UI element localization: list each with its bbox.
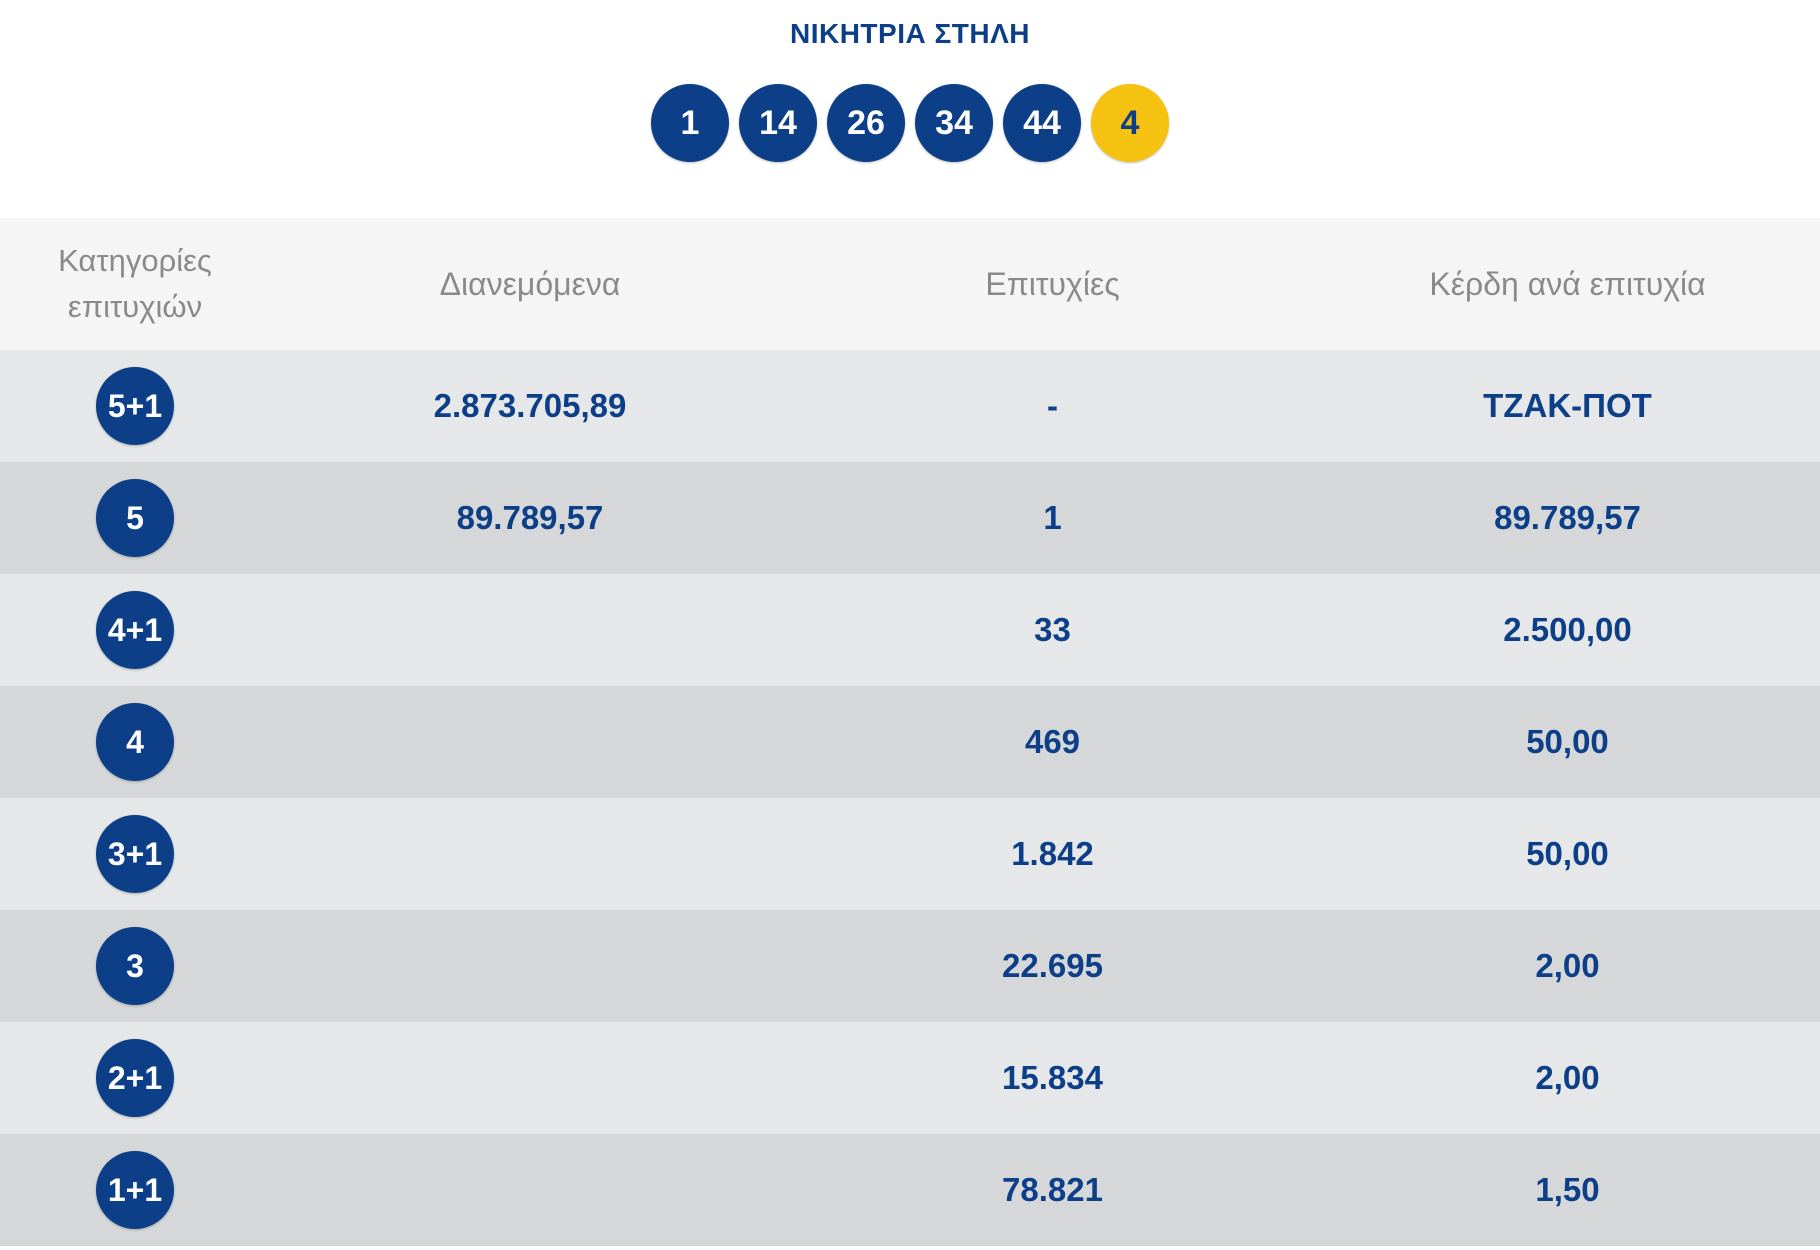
number-ball: 1 (651, 84, 729, 162)
number-ball: 26 (827, 84, 905, 162)
category-cell: 2+1 (0, 1039, 270, 1117)
header-category-line2: επιτυχιών (67, 289, 203, 324)
category-badge: 4 (96, 703, 174, 781)
winning-column-title: ΝΙΚΗΤΡΙΑ ΣΤΗΛΗ (789, 18, 1031, 49)
winners-cell: 469 (1024, 723, 1081, 760)
category-badge: 5 (96, 479, 174, 557)
category-badge: 2+1 (96, 1039, 174, 1117)
header-distributed: Διανεμόμενα (439, 265, 621, 302)
header-prize: Κέρδη ανά επιτυχία (1429, 265, 1706, 302)
table-row: 2+1 15.834 2,00 (0, 1022, 1820, 1134)
prize-cell: 1,50 (1535, 1171, 1600, 1208)
category-cell: 5 (0, 479, 270, 557)
winning-numbers: 1 14 26 34 44 4 (0, 84, 1820, 162)
category-cell: 5+1 (0, 367, 270, 445)
winners-cell: 15.834 (1002, 1059, 1103, 1096)
table-row: 4 469 50,00 (0, 686, 1820, 798)
joker-ball: 4 (1091, 84, 1169, 162)
category-badge: 4+1 (96, 591, 174, 669)
winners-cell: 1 (1043, 499, 1062, 536)
category-badge: 3+1 (96, 815, 174, 893)
prize-cell: 50,00 (1526, 835, 1609, 872)
category-cell: 3+1 (0, 815, 270, 893)
table-row: 3 22.695 2,00 (0, 910, 1820, 1022)
winners-cell: 22.695 (1002, 947, 1103, 984)
category-cell: 4 (0, 703, 270, 781)
prize-cell: 50,00 (1526, 723, 1609, 760)
prize-cell: 2.500,00 (1503, 611, 1632, 648)
category-cell: 3 (0, 927, 270, 1005)
winners-cell: - (1047, 387, 1058, 424)
winners-cell: 1.842 (1011, 835, 1094, 872)
table-row: 5+1 2.873.705,89 - ΤΖΑΚ-ΠΟΤ (0, 350, 1820, 462)
prize-table: Κατηγορίες επιτυχιών Διανεμόμενα Επιτυχί… (0, 218, 1820, 1246)
table-row: 4+1 33 2.500,00 (0, 574, 1820, 686)
prize-cell: 2,00 (1535, 947, 1600, 984)
table-row: 1+1 78.821 1,50 (0, 1134, 1820, 1246)
category-badge: 3 (96, 927, 174, 1005)
category-cell: 4+1 (0, 591, 270, 669)
category-badge: 1+1 (96, 1151, 174, 1229)
table-header: Κατηγορίες επιτυχιών Διανεμόμενα Επιτυχί… (0, 218, 1820, 350)
winners-cell: 78.821 (1002, 1171, 1103, 1208)
table-row: 5 89.789,57 1 89.789,57 (0, 462, 1820, 574)
number-ball: 44 (1003, 84, 1081, 162)
header-winners: Επιτυχίες (985, 265, 1120, 302)
table-row: 3+1 1.842 50,00 (0, 798, 1820, 910)
header-category-line1: Κατηγορίες (58, 242, 212, 278)
distributed-cell: 2.873.705,89 (433, 387, 627, 424)
prize-cell: ΤΖΑΚ-ΠΟΤ (1483, 387, 1652, 424)
category-cell: 1+1 (0, 1151, 270, 1229)
number-ball: 34 (915, 84, 993, 162)
header-category: Κατηγορίες επιτυχιών (0, 238, 270, 331)
prize-cell: 2,00 (1535, 1059, 1600, 1096)
category-badge: 5+1 (96, 367, 174, 445)
distributed-cell: 89.789,57 (456, 499, 604, 536)
winners-cell: 33 (1034, 611, 1071, 648)
number-ball: 14 (739, 84, 817, 162)
prize-cell: 89.789,57 (1494, 499, 1641, 536)
